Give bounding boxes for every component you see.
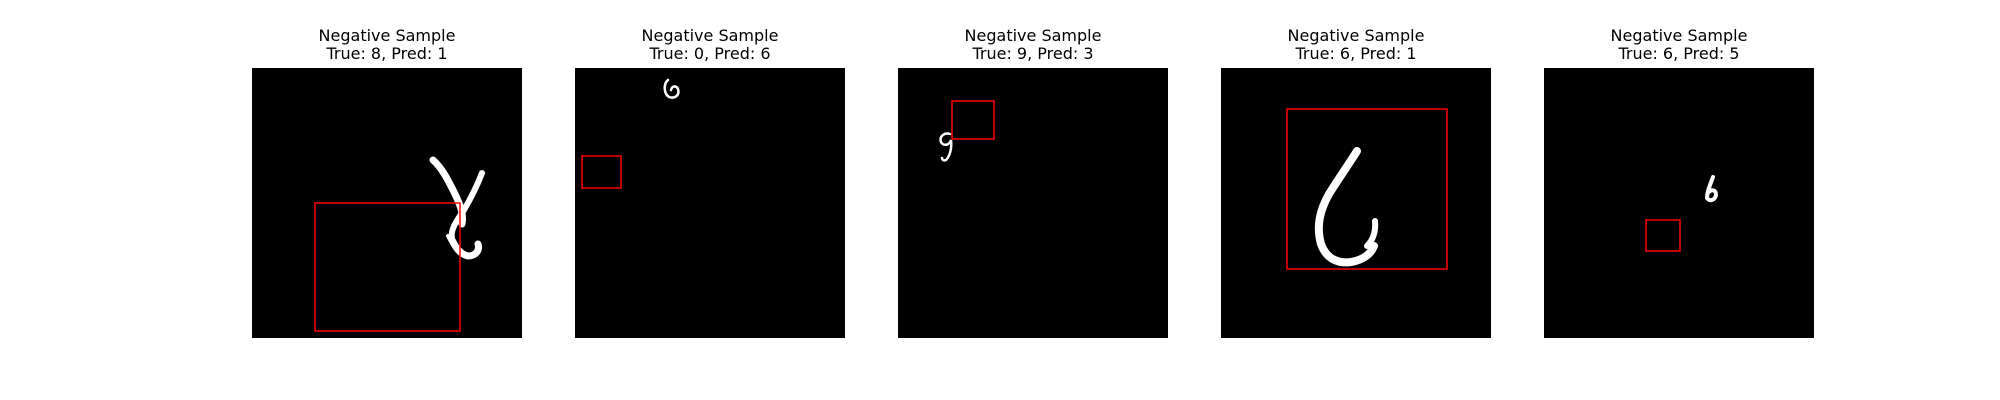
panel-subtitle: True: 8, Pred: 1: [326, 44, 448, 63]
prediction-box: [1286, 108, 1448, 270]
panel-title: Negative Sample True: 9, Pred: 3: [898, 27, 1168, 65]
panel-title: Negative Sample True: 0, Pred: 6: [575, 27, 845, 65]
sample-panel-1: Negative Sample True: 8, Pred: 1: [252, 27, 522, 338]
panel-title: Negative Sample True: 8, Pred: 1: [252, 27, 522, 65]
digit-stroke: [429, 156, 485, 260]
digit-canvas: [1645, 175, 1719, 252]
digit-stroke: [663, 78, 680, 99]
panel-subtitle: True: 6, Pred: 5: [1618, 44, 1740, 63]
panel-title: Negative Sample True: 6, Pred: 1: [1221, 27, 1491, 65]
panel-subtitle: True: 9, Pred: 3: [972, 44, 1094, 63]
digit-image: [1221, 68, 1491, 338]
digit-canvas: [581, 78, 680, 189]
prediction-box: [314, 202, 461, 332]
panel-heading: Negative Sample: [1610, 26, 1748, 45]
digit-image: [898, 68, 1168, 338]
digit-stroke: [1314, 147, 1379, 267]
panel-title: Negative Sample True: 6, Pred: 5: [1544, 27, 1814, 65]
prediction-box: [581, 155, 622, 189]
prediction-box: [1645, 219, 1681, 252]
digit-stroke: [939, 132, 953, 162]
digit-canvas: [1286, 108, 1448, 270]
sample-panel-2: Negative Sample True: 0, Pred: 6: [575, 27, 845, 338]
sample-panel-5: Negative Sample True: 6, Pred: 5: [1544, 27, 1814, 338]
digit-image: [1544, 68, 1814, 338]
sample-panel-3: Negative Sample True: 9, Pred: 3: [898, 27, 1168, 338]
panel-heading: Negative Sample: [1287, 26, 1425, 45]
panel-subtitle: True: 0, Pred: 6: [649, 44, 771, 63]
digit-image: [252, 68, 522, 338]
digit-image: [575, 68, 845, 338]
panel-heading: Negative Sample: [641, 26, 779, 45]
sample-panel-4: Negative Sample True: 6, Pred: 1: [1221, 27, 1491, 338]
panel-heading: Negative Sample: [318, 26, 456, 45]
panel-subtitle: True: 6, Pred: 1: [1295, 44, 1417, 63]
prediction-box: [951, 100, 995, 140]
digit-canvas: [314, 156, 485, 332]
digit-canvas: [939, 100, 995, 162]
digit-stroke: [1704, 175, 1719, 203]
panel-heading: Negative Sample: [964, 26, 1102, 45]
